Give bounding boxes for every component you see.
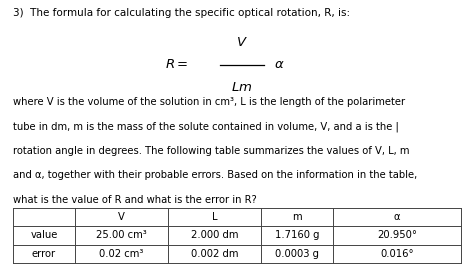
Text: 0.0003 g: 0.0003 g xyxy=(275,249,319,259)
Text: 20.950°: 20.950° xyxy=(377,230,417,240)
Text: $\alpha$: $\alpha$ xyxy=(274,58,284,72)
Text: m: m xyxy=(292,212,302,222)
Text: and α, together with their probable errors. Based on the information in the tabl: and α, together with their probable erro… xyxy=(13,171,417,180)
Text: 25.00 cm³: 25.00 cm³ xyxy=(96,230,147,240)
Text: tube in dm, m is the mass of the solute contained in volume, V, and a is the |: tube in dm, m is the mass of the solute … xyxy=(13,121,399,132)
Text: $R =$: $R =$ xyxy=(165,58,188,72)
Text: 2.000 dm: 2.000 dm xyxy=(191,230,238,240)
Text: 3)  The formula for calculating the specific optical rotation, R, is:: 3) The formula for calculating the speci… xyxy=(13,8,350,18)
Text: α: α xyxy=(394,212,400,222)
Text: V: V xyxy=(118,212,125,222)
Text: rotation angle in degrees. The following table summarizes the values of V, L, m: rotation angle in degrees. The following… xyxy=(13,146,410,156)
Text: what is the value of R and what is the error in R?: what is the value of R and what is the e… xyxy=(13,195,257,205)
Text: 1.7160 g: 1.7160 g xyxy=(275,230,319,240)
Text: 0.002 dm: 0.002 dm xyxy=(191,249,238,259)
Text: $V$: $V$ xyxy=(236,36,248,49)
Text: 0.02 cm³: 0.02 cm³ xyxy=(100,249,144,259)
Text: 0.016°: 0.016° xyxy=(380,249,414,259)
Text: value: value xyxy=(30,230,58,240)
Text: L: L xyxy=(212,212,217,222)
Text: $Lm$: $Lm$ xyxy=(231,81,253,94)
Text: where V is the volume of the solution in cm³, L is the length of the polarimeter: where V is the volume of the solution in… xyxy=(13,97,405,107)
Text: error: error xyxy=(32,249,56,259)
